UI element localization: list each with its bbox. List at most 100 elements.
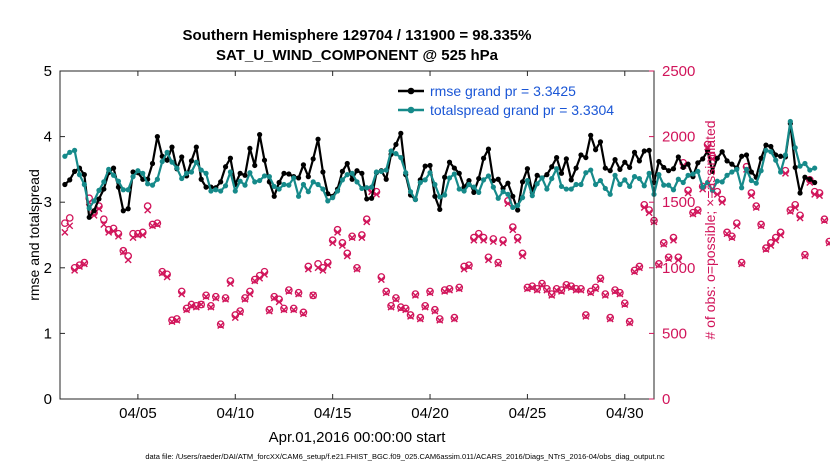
rmse-point bbox=[67, 177, 73, 183]
rmse-point bbox=[471, 189, 477, 195]
rmse-point bbox=[812, 179, 818, 186]
totalspread-point bbox=[719, 179, 725, 185]
totalspread-point bbox=[154, 176, 160, 182]
obs-assimilated-point bbox=[407, 312, 415, 320]
y-axis-right: 0 500 1000 1500 2000 2500 bbox=[649, 63, 695, 408]
rmse-point bbox=[310, 156, 316, 162]
rmse-point bbox=[549, 164, 555, 170]
obs-assimilated-point bbox=[178, 290, 186, 298]
rmse-point bbox=[700, 156, 706, 162]
totalspread-point bbox=[140, 170, 146, 176]
obs-assimilated-point bbox=[528, 283, 536, 291]
totalspread-point bbox=[495, 195, 501, 201]
obs-assimilated-point bbox=[674, 256, 682, 264]
obs-assimilated-point bbox=[465, 262, 473, 270]
obs-assimilated-point bbox=[655, 261, 663, 269]
obs-possible-point bbox=[664, 253, 673, 262]
totalspread-point bbox=[802, 160, 808, 167]
totalspread-point bbox=[709, 187, 716, 193]
obs-possible-point bbox=[265, 305, 274, 314]
rmse-point bbox=[588, 132, 594, 138]
rmse-point bbox=[607, 168, 613, 174]
obs-assimilated-point bbox=[606, 315, 614, 323]
obs-assimilated-point bbox=[421, 303, 429, 311]
rmse-point bbox=[115, 184, 122, 190]
totalspread-point bbox=[286, 182, 292, 188]
x-tick-label: 04/25 bbox=[509, 405, 547, 422]
obs-possible-point bbox=[581, 311, 590, 319]
totalspread-point bbox=[359, 185, 365, 192]
totalspread-point bbox=[641, 183, 647, 189]
rmse-point bbox=[193, 144, 199, 150]
rmse-point bbox=[768, 143, 774, 150]
y-axis-left: 0 1 2 3 4 5 bbox=[44, 63, 65, 408]
totalspread-point bbox=[563, 186, 569, 192]
rmse-point bbox=[101, 186, 107, 192]
rmse-point bbox=[544, 172, 550, 178]
obs-assimilated-point bbox=[110, 227, 118, 235]
totalspread-point bbox=[378, 168, 384, 174]
legend: rmse grand pr = 3.3425 totalspread grand… bbox=[394, 80, 648, 120]
rmse-point bbox=[359, 170, 365, 176]
obs-assimilated-point bbox=[334, 228, 342, 236]
obs-assimilated-point bbox=[236, 308, 244, 316]
totalspread-point bbox=[62, 153, 68, 159]
obs-possible-point bbox=[280, 304, 288, 313]
obs-possible-point bbox=[382, 287, 391, 296]
obs-possible-point bbox=[421, 301, 430, 310]
rmse-point bbox=[120, 208, 126, 214]
obs-assimilated-point bbox=[626, 319, 634, 327]
rmse-point bbox=[369, 195, 375, 201]
totalspread-point bbox=[364, 185, 370, 191]
obs-assimilated-point bbox=[704, 143, 712, 151]
obs-assimilated-point bbox=[66, 222, 74, 230]
rmse-point bbox=[252, 162, 258, 169]
obs-possible-point bbox=[221, 294, 230, 302]
obs-possible-point bbox=[723, 228, 731, 237]
obs-assimilated-point bbox=[144, 206, 152, 214]
obs-assimilated-point bbox=[669, 236, 677, 244]
totalspread-point bbox=[271, 183, 277, 190]
obs-possible-point bbox=[543, 284, 551, 293]
totalspread-point bbox=[680, 179, 686, 186]
totalspread-point bbox=[218, 188, 224, 194]
totalspread-point bbox=[554, 166, 560, 172]
totalspread-point bbox=[193, 159, 199, 165]
totalspread-point bbox=[451, 171, 457, 177]
obs-assimilated-point bbox=[825, 239, 830, 247]
rmse-point bbox=[792, 164, 798, 171]
series-layer bbox=[61, 118, 830, 330]
obs-assimilated-point bbox=[309, 291, 317, 299]
rmse-point bbox=[534, 172, 540, 178]
totalspread-point bbox=[573, 181, 579, 188]
obs-assimilated-point bbox=[139, 231, 147, 239]
totalspread-point bbox=[510, 204, 516, 211]
totalspread-point bbox=[670, 187, 677, 193]
y-right-tick-label: 0 bbox=[662, 391, 670, 408]
obs-assimilated-point bbox=[767, 242, 775, 249]
rmse-point bbox=[96, 196, 102, 202]
obs-possible-point bbox=[693, 206, 702, 214]
totalspread-point bbox=[768, 149, 774, 155]
obs-assimilated-point bbox=[260, 270, 268, 278]
obs-assimilated-point bbox=[519, 252, 527, 260]
totalspread-point bbox=[690, 171, 696, 177]
rmse-point bbox=[91, 208, 97, 214]
totalspread-point bbox=[583, 170, 589, 176]
totalspread-point bbox=[539, 175, 545, 181]
totalspread-point bbox=[369, 184, 375, 190]
obs-possible-point bbox=[80, 258, 89, 267]
obs-possible-point bbox=[168, 316, 176, 325]
totalspread-point bbox=[505, 191, 511, 197]
totalspread-point bbox=[179, 175, 185, 182]
totalspread-point bbox=[135, 168, 141, 174]
totalspread-point bbox=[656, 172, 662, 178]
obs-possible-point bbox=[757, 220, 765, 229]
obs-assimilated-point bbox=[436, 316, 444, 324]
totalspread-point bbox=[412, 196, 419, 203]
totalspread-point bbox=[106, 166, 112, 172]
rmse-point bbox=[442, 174, 448, 180]
obs-assimilated-point bbox=[616, 290, 624, 298]
totalspread-point bbox=[295, 193, 302, 199]
obs-assimilated-point bbox=[343, 252, 351, 260]
